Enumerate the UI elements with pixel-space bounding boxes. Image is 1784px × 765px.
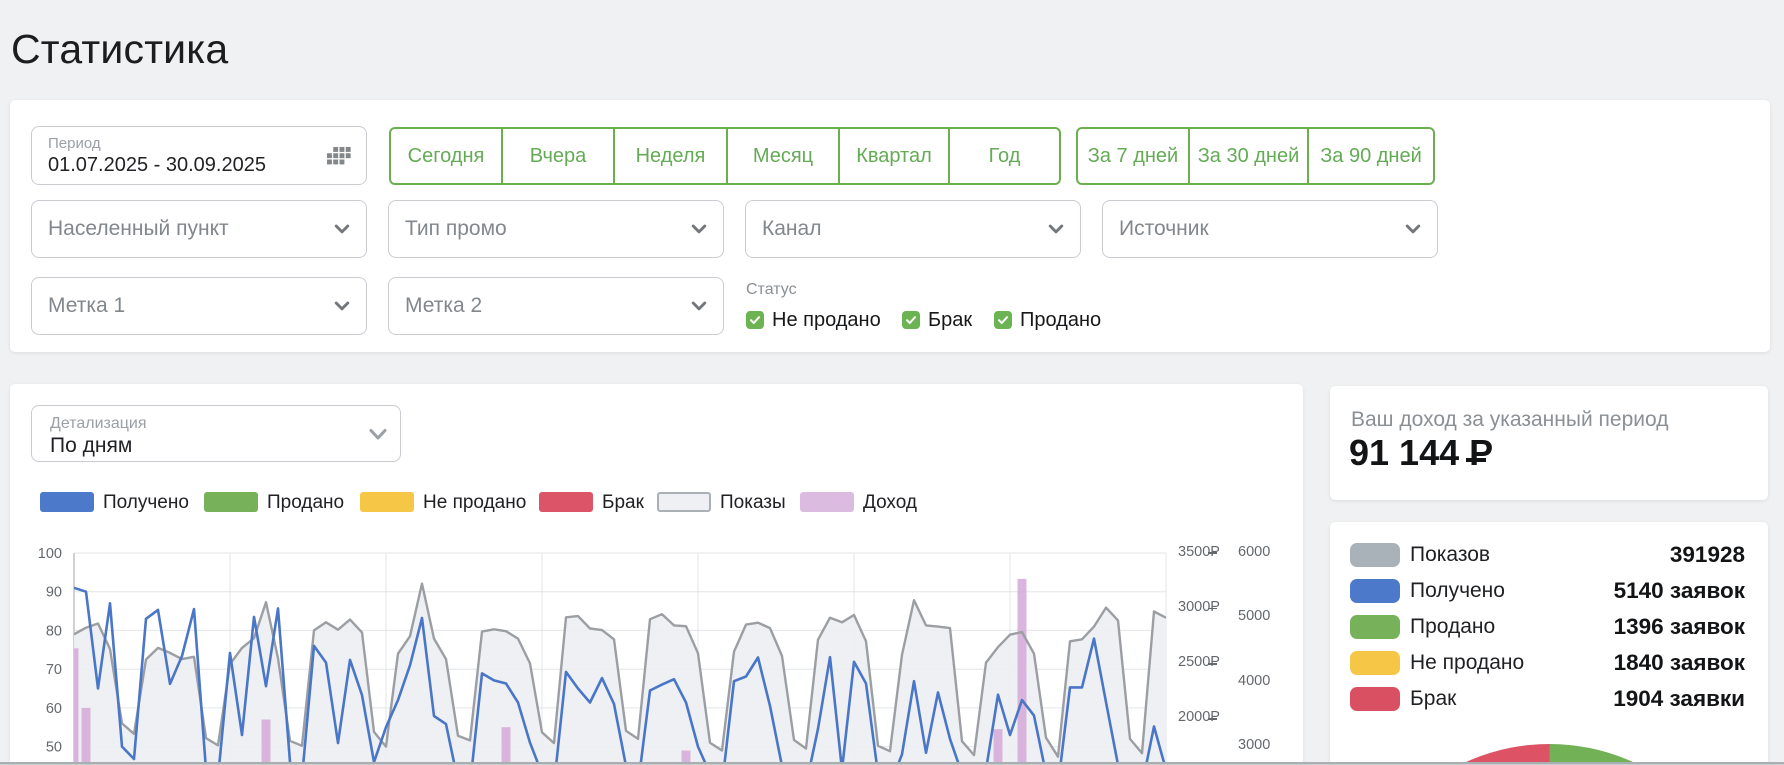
svg-text:70: 70 [46,662,62,678]
svg-text:60: 60 [46,701,62,717]
svg-text:50: 50 [46,740,62,756]
svg-text:80: 80 [46,623,62,639]
svg-text:100: 100 [38,546,62,562]
svg-text:90: 90 [46,585,62,601]
